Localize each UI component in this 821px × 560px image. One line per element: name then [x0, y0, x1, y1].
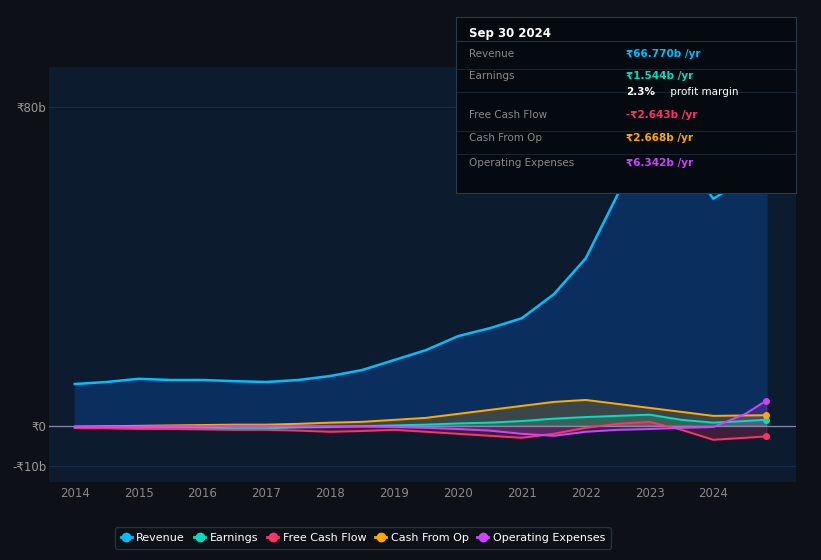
Text: ₹66.770b /yr: ₹66.770b /yr [626, 49, 700, 59]
Text: Operating Expenses: Operating Expenses [470, 158, 575, 168]
Text: Sep 30 2024: Sep 30 2024 [470, 27, 551, 40]
Text: Cash From Op: Cash From Op [470, 133, 543, 143]
Text: ₹1.544b /yr: ₹1.544b /yr [626, 72, 693, 82]
Text: 2.3%: 2.3% [626, 87, 655, 97]
Text: -₹2.643b /yr: -₹2.643b /yr [626, 110, 697, 120]
Text: ₹2.668b /yr: ₹2.668b /yr [626, 133, 693, 143]
Text: Revenue: Revenue [470, 49, 515, 59]
Text: ₹6.342b /yr: ₹6.342b /yr [626, 158, 693, 168]
Legend: Revenue, Earnings, Free Cash Flow, Cash From Op, Operating Expenses: Revenue, Earnings, Free Cash Flow, Cash … [115, 528, 611, 549]
Text: profit margin: profit margin [667, 87, 738, 97]
Text: Earnings: Earnings [470, 72, 515, 82]
Text: Free Cash Flow: Free Cash Flow [470, 110, 548, 120]
